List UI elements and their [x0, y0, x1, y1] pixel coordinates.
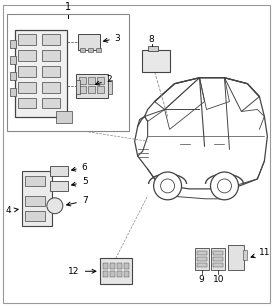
- Bar: [18, 98, 36, 109]
- Bar: [213, 252, 224, 256]
- Bar: [42, 66, 60, 77]
- Bar: [110, 263, 115, 269]
- Text: 7: 7: [67, 196, 88, 206]
- Bar: [148, 46, 158, 51]
- Bar: [10, 88, 16, 95]
- Bar: [88, 48, 93, 52]
- Bar: [97, 77, 104, 84]
- Circle shape: [161, 179, 175, 193]
- Bar: [88, 86, 95, 93]
- Bar: [213, 263, 224, 267]
- FancyBboxPatch shape: [142, 50, 170, 72]
- FancyBboxPatch shape: [50, 166, 68, 176]
- Bar: [196, 257, 207, 261]
- Circle shape: [210, 172, 238, 200]
- Bar: [7, 14, 129, 131]
- Text: 4: 4: [6, 206, 18, 215]
- Text: 5: 5: [72, 177, 88, 186]
- Text: 3: 3: [104, 34, 121, 43]
- Bar: [124, 263, 129, 269]
- Bar: [25, 196, 45, 206]
- Text: 12: 12: [68, 267, 96, 276]
- Bar: [79, 77, 86, 84]
- Bar: [42, 82, 60, 93]
- Bar: [213, 257, 224, 261]
- Bar: [79, 86, 86, 93]
- Bar: [18, 50, 36, 61]
- Bar: [124, 271, 129, 277]
- FancyBboxPatch shape: [195, 248, 209, 270]
- Bar: [243, 250, 247, 260]
- FancyBboxPatch shape: [212, 248, 226, 270]
- FancyBboxPatch shape: [78, 34, 100, 50]
- Circle shape: [154, 172, 182, 200]
- Bar: [80, 48, 85, 52]
- Bar: [10, 56, 16, 64]
- Bar: [117, 271, 122, 277]
- Bar: [42, 34, 60, 45]
- Text: 1: 1: [65, 2, 71, 12]
- Bar: [110, 271, 115, 277]
- Text: 11: 11: [251, 248, 271, 258]
- Circle shape: [47, 198, 63, 214]
- FancyBboxPatch shape: [100, 258, 132, 284]
- Bar: [10, 72, 16, 80]
- Bar: [103, 263, 108, 269]
- Bar: [18, 82, 36, 93]
- Bar: [97, 86, 104, 93]
- Bar: [56, 111, 72, 123]
- Circle shape: [218, 179, 232, 193]
- Text: 8: 8: [149, 35, 155, 44]
- Text: 10: 10: [213, 275, 224, 284]
- Text: 6: 6: [72, 162, 88, 172]
- Text: 9: 9: [199, 275, 204, 284]
- Bar: [196, 252, 207, 256]
- Bar: [18, 66, 36, 77]
- Bar: [42, 50, 60, 61]
- FancyBboxPatch shape: [22, 171, 52, 226]
- Bar: [25, 176, 45, 186]
- FancyBboxPatch shape: [229, 245, 244, 270]
- Bar: [88, 77, 95, 84]
- Bar: [96, 48, 101, 52]
- Bar: [18, 34, 36, 45]
- FancyBboxPatch shape: [15, 30, 67, 118]
- FancyBboxPatch shape: [50, 181, 68, 191]
- Text: 2: 2: [95, 75, 112, 85]
- Bar: [196, 263, 207, 267]
- Bar: [103, 271, 108, 277]
- Bar: [108, 80, 112, 94]
- FancyBboxPatch shape: [76, 74, 108, 98]
- Bar: [76, 80, 80, 94]
- Bar: [42, 98, 60, 109]
- Bar: [117, 263, 122, 269]
- Bar: [25, 211, 45, 221]
- Bar: [10, 40, 16, 48]
